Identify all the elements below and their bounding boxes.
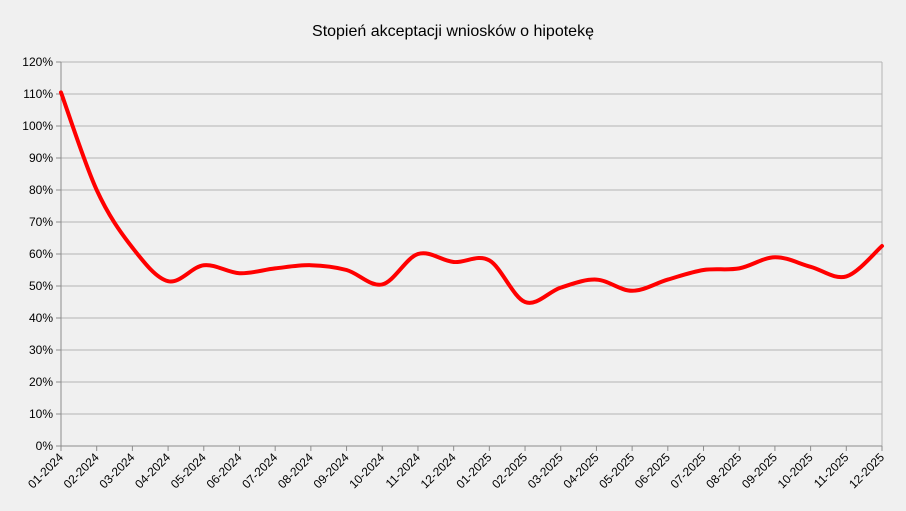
x-tick-label: 08-2025 — [703, 450, 744, 491]
x-tick-label: 05-2025 — [596, 450, 637, 491]
y-tick-label: 10% — [29, 407, 53, 421]
y-tick-label: 100% — [22, 119, 53, 133]
x-tick-label: 04-2024 — [132, 450, 173, 491]
gridlines — [61, 61, 883, 446]
y-tick-label: 90% — [29, 151, 53, 165]
y-tick-label: 60% — [29, 247, 53, 261]
x-tick-label: 06-2025 — [632, 450, 673, 491]
x-tick-label: 02-2025 — [489, 450, 530, 491]
y-tick-label: 110% — [23, 87, 53, 101]
x-tick-label: 01-2025 — [453, 450, 494, 491]
x-tick-label: 11-2025 — [811, 450, 852, 491]
x-tick-label: 09-2024 — [311, 450, 352, 491]
x-tick-label: 07-2025 — [668, 450, 709, 491]
x-tick-label: 08-2024 — [275, 450, 316, 491]
y-tick-label: 0% — [36, 439, 54, 453]
chart-title: Stopień akceptacji wniosków o hipotekę — [312, 23, 594, 40]
y-tick-label: 70% — [29, 215, 53, 229]
y-tick-label: 120% — [22, 55, 53, 69]
x-tick-label: 04-2025 — [561, 450, 602, 491]
y-tick-labels: 0% 10% 20% 30% 40% 50% 60% 70% 80% 90% 100% 110% 120… — [22, 55, 53, 453]
x-tick-label: 02-2024 — [61, 450, 102, 491]
y-tick-label: 30% — [29, 343, 53, 357]
x-tick-label: 05-2024 — [168, 450, 209, 491]
y-tick-label: 50% — [29, 279, 53, 293]
axes — [56, 61, 883, 451]
x-tick-label: 09-2025 — [739, 450, 780, 491]
series-line — [59, 90, 884, 305]
x-tick-label: 12-2025 — [846, 450, 887, 491]
series-layer — [59, 90, 884, 305]
x-tick-label: 06-2024 — [204, 450, 245, 491]
x-tick-label: 03-2024 — [96, 450, 137, 491]
x-tick-label: 12-2024 — [418, 450, 459, 491]
y-tick-label: 40% — [29, 311, 53, 325]
x-tick-label: 10-2024 — [346, 450, 387, 491]
x-tick-label: 03-2025 — [525, 450, 566, 491]
y-tick-label: 80% — [29, 183, 53, 197]
x-tick-labels: 01-202402-202403-202404-202405-202406-20… — [25, 450, 887, 491]
x-tick-label: 01-2024 — [25, 450, 66, 491]
x-tick-label: 07-2024 — [239, 450, 280, 491]
y-tick-label: 20% — [29, 375, 53, 389]
x-tick-label: 11-2024 — [383, 450, 424, 491]
x-tick-label: 10-2025 — [775, 450, 816, 491]
